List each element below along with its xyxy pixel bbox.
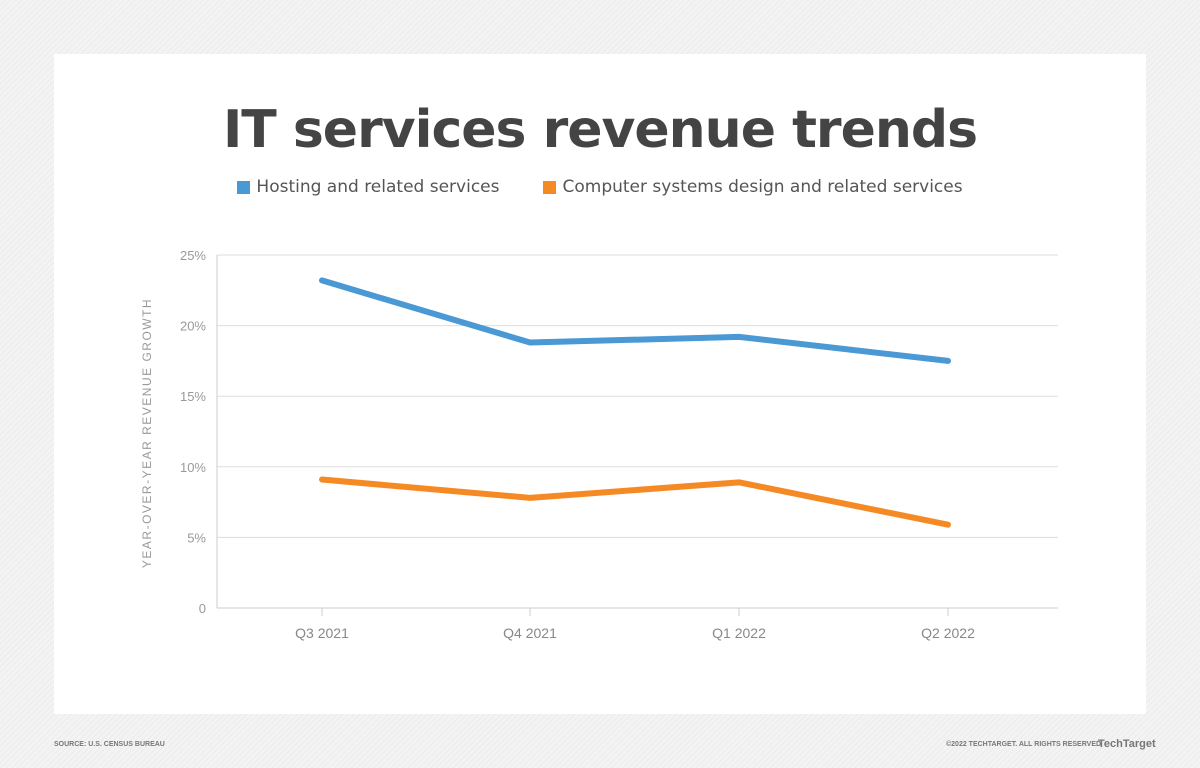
x-tick-label: Q4 2021 bbox=[503, 625, 557, 641]
x-tick-label: Q1 2022 bbox=[712, 625, 766, 641]
logo-text: TechTarget bbox=[1098, 738, 1156, 750]
series-line-0 bbox=[319, 277, 951, 364]
y-axis-label: YEAR-OVER-YEAR REVENUE GROWTH bbox=[140, 298, 154, 568]
y-tick-label: 10% bbox=[180, 460, 206, 475]
y-tick-label: 15% bbox=[180, 389, 206, 404]
legend: Hosting and related services Computer sy… bbox=[0, 177, 1200, 197]
legend-item-computer-systems: Computer systems design and related serv… bbox=[543, 177, 963, 197]
legend-label: Hosting and related services bbox=[256, 177, 500, 197]
legend-item-hosting: Hosting and related services bbox=[237, 177, 499, 197]
copyright: ©2022 TECHTARGET. ALL RIGHTS RESERVED bbox=[946, 741, 1102, 748]
y-tick-label: 5% bbox=[187, 530, 206, 545]
y-tick-label: 0 bbox=[199, 601, 206, 616]
legend-label: Computer systems design and related serv… bbox=[562, 177, 963, 197]
x-tick-label: Q3 2021 bbox=[295, 625, 349, 641]
source-note: SOURCE: U.S. CENSUS BUREAU bbox=[54, 741, 165, 748]
y-tick-label: 20% bbox=[180, 319, 206, 334]
chart-title: IT services revenue trends bbox=[222, 100, 978, 160]
y-tick-label: 25% bbox=[180, 248, 206, 263]
x-tick-label: Q2 2022 bbox=[921, 625, 975, 641]
legend-swatch bbox=[237, 180, 251, 194]
series-line-1 bbox=[319, 476, 951, 528]
techtarget-logo: TechTarget bbox=[1098, 738, 1156, 750]
legend-swatch bbox=[543, 180, 557, 194]
chart-card bbox=[54, 54, 1146, 714]
